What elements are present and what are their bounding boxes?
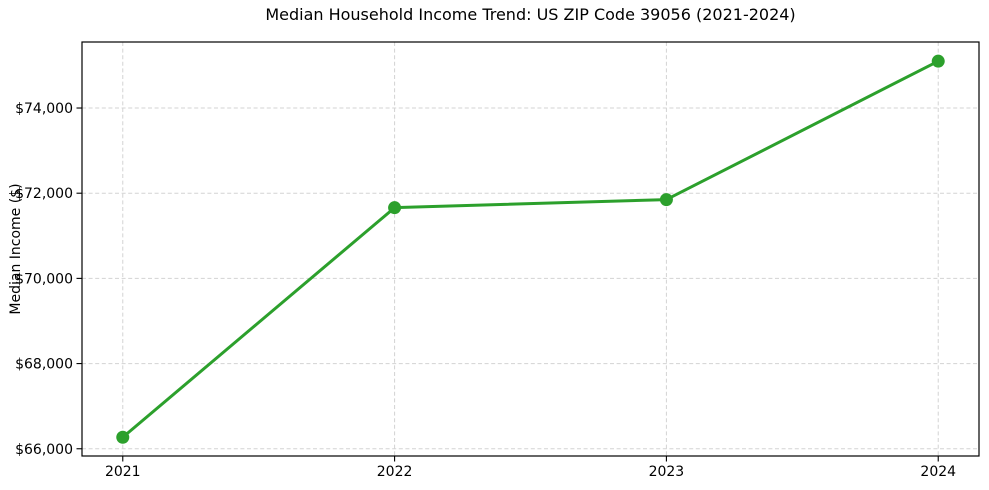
y-tick-label: $72,000 bbox=[15, 186, 73, 202]
trend-line bbox=[121, 59, 939, 439]
data-point-2024 bbox=[931, 54, 945, 68]
x-tick-label: 2024 bbox=[920, 464, 956, 480]
x-tick-label: 2023 bbox=[649, 464, 685, 480]
data-point-2021 bbox=[116, 430, 130, 444]
chart-title: Median Household Income Trend: US ZIP Co… bbox=[265, 5, 796, 24]
plot-border bbox=[81, 41, 980, 457]
data-point-2023 bbox=[659, 193, 673, 207]
y-tick-label: $74,000 bbox=[15, 101, 73, 117]
y-tick-label: $66,000 bbox=[15, 442, 73, 458]
x-tick-label: 2021 bbox=[105, 464, 141, 480]
y-tick-label: $68,000 bbox=[15, 357, 73, 373]
data-point-2022 bbox=[388, 201, 402, 215]
x-tick-label: 2022 bbox=[377, 464, 413, 480]
y-tick-label: $70,000 bbox=[15, 271, 73, 287]
